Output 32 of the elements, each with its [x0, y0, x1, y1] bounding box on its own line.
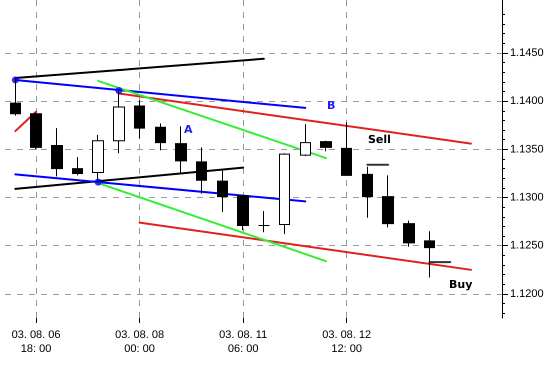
candlestick — [362, 166, 373, 218]
candlestick — [403, 220, 415, 248]
y-tick-label: 1.1400 — [510, 95, 544, 108]
candlestick — [51, 128, 63, 177]
y-tick-label: 1.1300 — [510, 192, 544, 204]
point — [115, 87, 122, 94]
x-tick-label: 03. 08. 08 00: 00 — [115, 329, 164, 355]
candlestick — [424, 230, 435, 278]
x-tick-label: 03. 08. 12 12: 00 — [322, 329, 372, 355]
candlestick — [72, 156, 83, 176]
candlestick — [134, 100, 145, 140]
candlestick — [258, 210, 270, 233]
y-tick-label: 1.1450 — [510, 47, 544, 59]
x-tick-label: 03. 08. 06 18: 00 — [12, 329, 61, 355]
candlestick — [155, 122, 166, 151]
annotation: Sell — [368, 133, 391, 146]
y-tick-label: 1.1250 — [510, 240, 544, 252]
candlestick — [237, 195, 249, 231]
candlestick — [382, 174, 394, 228]
annotation: A — [184, 123, 193, 136]
candlestick — [10, 78, 21, 116]
point — [94, 178, 102, 186]
candlestick — [279, 152, 290, 235]
y-tick-label: 1.1200 — [510, 288, 544, 300]
annotation: Buy — [449, 278, 472, 291]
annotation: B — [327, 99, 336, 112]
candlestick — [320, 140, 332, 152]
x-tick-label: 03. 08. 11 06: 00 — [219, 329, 268, 355]
y-tick-label: 1.1350 — [510, 143, 544, 156]
candlestick — [300, 124, 311, 157]
candlestick — [341, 122, 352, 176]
candlestick — [30, 112, 42, 150]
